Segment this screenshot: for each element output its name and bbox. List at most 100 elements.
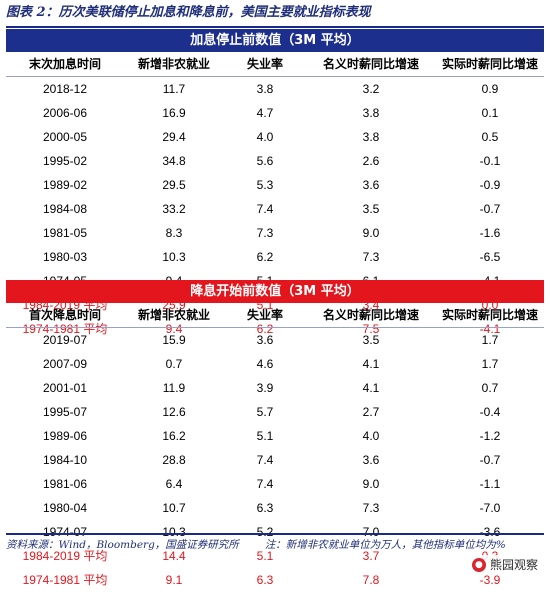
- cell-nominal-wage: 4.1: [362, 357, 380, 371]
- col-header-real-wage: 实际时薪同比增速: [441, 57, 538, 71]
- source-text: 资料来源：Wind，Bloomberg，国盛证券研究所: [6, 539, 239, 551]
- cell-nominal-wage: 9.0: [362, 477, 380, 491]
- cell-payrolls: 10.7: [162, 501, 186, 515]
- cell-date: 1984-08: [42, 202, 88, 216]
- cell-date: 2007-09: [42, 357, 88, 371]
- section-band: 降息开始前数值（3M 平均）: [6, 280, 544, 303]
- cell-date: 1995-02: [42, 154, 88, 168]
- cell-unemployment: 7.3: [256, 226, 274, 240]
- cell-nominal-wage: 3.5: [362, 202, 380, 216]
- wechat-icon: ●: [471, 557, 486, 572]
- cell-date: 1980-04: [42, 501, 88, 515]
- cell-real-wage: 0.5: [481, 130, 499, 144]
- cell-real-wage: 0.1: [481, 106, 499, 120]
- cell-unemployment: 5.7: [256, 405, 274, 419]
- cell-payrolls: 11.7: [162, 82, 186, 96]
- cell-unemployment: 4.7: [256, 106, 274, 120]
- cell-nominal-wage: 7.3: [362, 250, 380, 264]
- cell-date: 1981-05: [42, 226, 88, 240]
- cell-unemployment: 5.1: [256, 429, 274, 443]
- cell-payrolls: 10.3: [162, 250, 186, 264]
- cell-date: 1974-07: [42, 525, 88, 539]
- table-row: 1984-08 33.2 7.4 3.5 -0.7: [6, 197, 544, 221]
- cell-payrolls: 29.5: [162, 178, 186, 192]
- cell-payrolls: 29.4: [162, 130, 186, 144]
- cell-unemployment: 4.0: [256, 130, 274, 144]
- cell-payrolls: 28.8: [162, 453, 186, 467]
- cell-unemployment: 6.2: [256, 250, 274, 264]
- cell-unemployment: 5.6: [256, 154, 274, 168]
- cell-real-wage: -0.1: [479, 154, 501, 168]
- col-header-date: 末次加息时间: [28, 57, 101, 71]
- table-row: 1974-07 10.3 5.2 7.0 -3.6: [6, 520, 544, 544]
- cell-date: 1995-07: [42, 405, 88, 419]
- figure-title: 图表 2：历次美联储停止加息和降息前，美国主要就业指标表现: [6, 5, 371, 20]
- cell-unemployment: 5.2: [256, 525, 274, 539]
- col-header-unemployment: 失业率: [246, 57, 283, 71]
- cell-real-wage: -4.1: [479, 322, 501, 336]
- col-header-real-wage: 实际时薪同比增速: [441, 308, 538, 322]
- table-row: 1980-03 10.3 6.2 7.3 -6.5: [6, 245, 544, 269]
- cell-unemployment: 3.8: [256, 82, 274, 96]
- cell-nominal-wage: 9.0: [362, 226, 380, 240]
- average-row: 1974-1981 平均 9.4 6.2 7.5 -4.1: [6, 317, 544, 341]
- cell-date: 1984-10: [42, 453, 88, 467]
- cell-real-wage: -1.1: [479, 477, 501, 491]
- table-row: 2001-01 11.9 3.9 4.1 0.7: [6, 376, 544, 400]
- cell-nominal-wage: 3.8: [362, 106, 380, 120]
- cell-payrolls: 34.8: [162, 154, 186, 168]
- watermark-text: 熊园观察: [489, 558, 538, 572]
- cell-nominal-wage: 7.8: [362, 573, 380, 587]
- cell-payrolls: 11.9: [162, 381, 186, 395]
- table-row: 1995-02 34.8 5.6 2.6 -0.1: [6, 149, 544, 173]
- cell-payrolls: 9.4: [165, 322, 183, 336]
- average-row: 1974-1981 平均 9.1 6.3 7.8 -3.9: [6, 568, 544, 592]
- table-row: 1981-05 8.3 7.3 9.0 -1.6: [6, 221, 544, 245]
- table-row: 2019-07 15.9 3.6 3.5 1.7: [6, 328, 544, 352]
- cell-real-wage: 1.7: [481, 357, 499, 371]
- table-row: 1981-06 6.4 7.4 9.0 -1.1: [6, 472, 544, 496]
- cell-nominal-wage: 2.6: [362, 154, 380, 168]
- cell-nominal-wage: 4.1: [362, 381, 380, 395]
- cell-nominal-wage: 3.8: [362, 130, 380, 144]
- cell-unemployment: 7.4: [256, 453, 274, 467]
- cell-nominal-wage: 7.5: [362, 322, 380, 336]
- cell-date: 1974-1981 平均: [22, 322, 108, 336]
- watermark: ● 熊园观察: [467, 555, 542, 574]
- bottom-divider: [6, 533, 544, 535]
- cell-payrolls: 0.7: [165, 357, 183, 371]
- cell-unemployment: 3.9: [256, 381, 274, 395]
- cell-nominal-wage: 4.0: [362, 429, 380, 443]
- cell-payrolls: 8.3: [165, 226, 183, 240]
- table-header: 末次加息时间 新增非农就业 失业率 名义时薪同比增速 实际时薪同比增速: [6, 52, 544, 77]
- cell-date: 2001-01: [42, 381, 88, 395]
- table-row: 2007-09 0.7 4.6 4.1 1.7: [6, 352, 544, 376]
- table-row: 1995-07 12.6 5.7 2.7 -0.4: [6, 400, 544, 424]
- cell-unemployment: 7.4: [256, 477, 274, 491]
- cell-nominal-wage: 2.7: [362, 405, 380, 419]
- cell-payrolls: 10.3: [162, 525, 186, 539]
- cell-payrolls: 16.9: [162, 106, 186, 120]
- table-body: 2019-07 15.9 3.6 3.5 1.7 2007-09 0.7 4.6 4.1 1.7 2…: [6, 328, 544, 592]
- cell-payrolls: 33.2: [162, 202, 186, 216]
- col-header-date: 首次降息时间: [28, 308, 101, 322]
- cell-unemployment: 6.2: [256, 322, 274, 336]
- cell-real-wage: -0.7: [479, 453, 501, 467]
- cell-real-wage: -1.2: [479, 429, 501, 443]
- cell-real-wage: 1.7: [481, 333, 499, 347]
- cell-unemployment: 4.6: [256, 357, 274, 371]
- cell-nominal-wage: 3.2: [362, 82, 380, 96]
- cell-date: 2000-05: [42, 130, 88, 144]
- cell-date: 1980-03: [42, 250, 88, 264]
- table-row: 1984-10 28.8 7.4 3.6 -0.7: [6, 448, 544, 472]
- cell-date: 2018-12: [42, 82, 88, 96]
- cell-nominal-wage: 3.6: [362, 453, 380, 467]
- cell-payrolls: 16.2: [162, 429, 186, 443]
- table-row: 1980-04 10.7 6.3 7.3 -7.0: [6, 496, 544, 520]
- cell-nominal-wage: 7.3: [362, 501, 380, 515]
- cell-payrolls: 14.4: [162, 549, 186, 563]
- col-header-unemployment: 失业率: [246, 308, 283, 322]
- cell-unemployment: 6.3: [256, 501, 274, 515]
- col-header-payrolls: 新增非农就业: [137, 57, 210, 71]
- cell-nominal-wage: 3.5: [362, 333, 380, 347]
